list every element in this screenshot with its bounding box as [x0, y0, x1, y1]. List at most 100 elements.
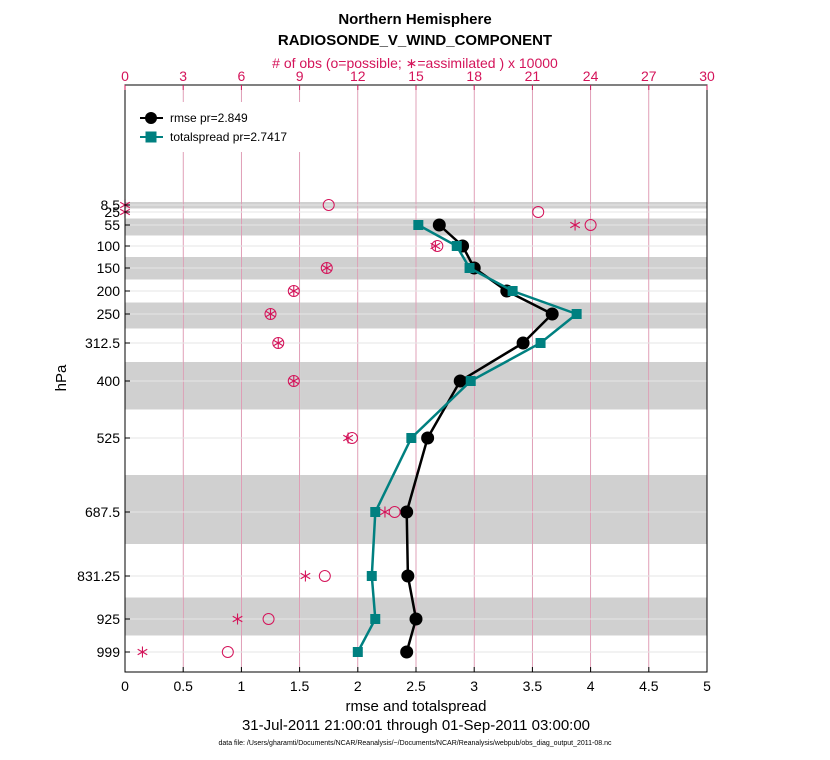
obs-possible-687-5 — [388, 506, 401, 518]
legend-label-rmse: rmse pr=2.849 — [170, 111, 248, 125]
top-tick-label-1: 3 — [179, 68, 187, 84]
obs-assimilated-stroke-831-25-2 — [300, 572, 311, 580]
top-tick-label-0: 0 — [121, 68, 129, 84]
obs-assimilated-stroke-925-2 — [232, 615, 243, 623]
rmse-point-400 — [453, 374, 467, 388]
obs-assimilated-55 — [570, 219, 581, 231]
y-tick-label-200: 200 — [97, 283, 121, 299]
obs-assimilated-925 — [232, 613, 243, 625]
obs-assimilated-stroke-55-2 — [570, 221, 581, 229]
obs-assimilated-150 — [321, 262, 332, 274]
top-tick-label-6: 18 — [466, 68, 482, 84]
x-tick-label-3: 1.5 — [290, 678, 310, 694]
obs-assimilated-stroke-100-2 — [430, 242, 441, 250]
x-tick-label-9: 4.5 — [639, 678, 659, 694]
obs-assimilated-stroke-250-2 — [265, 310, 276, 318]
obs-assimilated-250 — [265, 308, 276, 320]
legend-label-spread: totalspread pr=2.7417 — [170, 130, 287, 144]
legend-marker-spread — [145, 131, 157, 143]
x-axis-label: rmse and totalspread — [346, 698, 487, 715]
x-tick-label-0: 0 — [121, 678, 129, 694]
rmse-point-999 — [400, 645, 414, 659]
spread-point-687-5 — [370, 507, 381, 517]
top-tick-label-8: 24 — [583, 68, 599, 84]
obs-assimilated-687-5 — [379, 506, 391, 518]
spread-point-150 — [464, 263, 475, 273]
data-file-path: data file: /Users/gharamti/Documents/NCA… — [218, 740, 612, 747]
x-tick-label-2: 1 — [238, 678, 246, 694]
y-tick-label-25: 25 — [104, 204, 120, 220]
obs-possible-8-5 — [322, 199, 335, 211]
top-tick-label-4: 12 — [350, 68, 366, 84]
obs-assimilated-831-25 — [300, 570, 311, 582]
top-axis-ticks: 0 3 6 9 12 15 18 21 24 27 30 — [121, 68, 715, 90]
date-range: 31-Jul-2011 21:00:01 through 01-Sep-2011… — [242, 717, 590, 734]
obs-possible-831-25 — [318, 570, 331, 582]
obs-assimilated-400 — [288, 375, 299, 387]
spread-point-999 — [352, 647, 363, 657]
y-tick-label-687-5: 687.5 — [85, 504, 120, 520]
rmse-point-250 — [545, 307, 559, 321]
spread-point-525 — [406, 433, 417, 443]
y-tick-label-312-5: 312.5 — [85, 335, 120, 351]
top-tick-label-3: 9 — [296, 68, 304, 84]
top-tick-label-2: 6 — [238, 68, 246, 84]
spread-point-925 — [370, 614, 381, 624]
legend: rmse pr=2.849 totalspread pr=2.7417 — [133, 102, 301, 152]
obs-assimilated-stroke-525-2 — [343, 434, 354, 442]
y-tick-label-150: 150 — [97, 260, 121, 276]
obs-possible-25 — [532, 206, 545, 218]
y-tick-label-400: 400 — [97, 373, 121, 389]
obs-assimilated-stroke-999-2 — [137, 648, 148, 656]
obs-assimilated-stroke-200-2 — [288, 287, 299, 295]
obs-assimilated-200 — [288, 285, 299, 297]
obs-possible-925 — [262, 613, 275, 625]
obs-assimilated-525 — [343, 432, 354, 444]
legend-marker-rmse — [145, 112, 157, 124]
obs-possible-525 — [345, 432, 358, 444]
spread-point-250 — [571, 309, 582, 319]
obs-assimilated-100 — [430, 240, 441, 252]
obs-assimilated-stroke-687-5-2 — [379, 508, 391, 516]
top-tick-label-7: 21 — [525, 68, 541, 84]
legend-box — [133, 102, 301, 152]
rmse-point-312-5 — [516, 336, 530, 350]
obs-assimilated-stroke-400-2 — [288, 377, 299, 385]
y-tick-label-831-25: 831.25 — [77, 568, 120, 584]
spread-point-55 — [413, 220, 424, 230]
spread-point-200 — [507, 286, 518, 296]
x-tick-label-10: 5 — [703, 678, 711, 694]
y-tick-label-55: 55 — [104, 217, 120, 233]
obs-assimilated-stroke-312-5-2 — [273, 339, 284, 347]
x-tick-label-5: 2.5 — [406, 678, 426, 694]
spread-point-400 — [465, 376, 476, 386]
spread-point-831-25 — [366, 571, 377, 581]
y-tick-label-925: 925 — [97, 611, 121, 627]
obs-assimilated-312-5 — [273, 337, 284, 349]
y-tick-label-999: 999 — [97, 644, 121, 660]
top-tick-label-9: 27 — [641, 68, 657, 84]
y-tick-label-250: 250 — [97, 306, 121, 322]
x-tick-label-8: 4 — [587, 678, 595, 694]
spread-point-312-5 — [535, 338, 546, 348]
obs-possible-55 — [584, 219, 597, 231]
y-tick-label-100: 100 — [97, 238, 121, 254]
top-tick-label-5: 15 — [408, 68, 424, 84]
rmse-point-831-25 — [401, 569, 415, 583]
x-tick-label-6: 3 — [470, 678, 478, 694]
y-tick-label-8-5: 8.5 — [101, 197, 121, 213]
top-tick-label-10: 30 — [699, 68, 715, 84]
data-series — [352, 218, 582, 659]
spread-point-100 — [451, 241, 462, 251]
rmse-point-687-5 — [400, 505, 414, 519]
rmse-point-525 — [421, 431, 435, 445]
chart-title-line2: RADIOSONDE_V_WIND_COMPONENT — [278, 32, 552, 49]
obs-possible-999 — [221, 646, 234, 658]
obs-possible-100 — [431, 240, 444, 252]
x-tick-label-4: 2 — [354, 678, 362, 694]
top-axis-label: # of obs (o=possible; ∗=assimilated ) x … — [272, 55, 558, 71]
bottom-axis-ticks: 0 0.5 1 1.5 2 2.5 3 3.5 4 4.5 5 — [121, 667, 711, 694]
chart-title-line1: Northern Hemisphere — [338, 11, 491, 28]
